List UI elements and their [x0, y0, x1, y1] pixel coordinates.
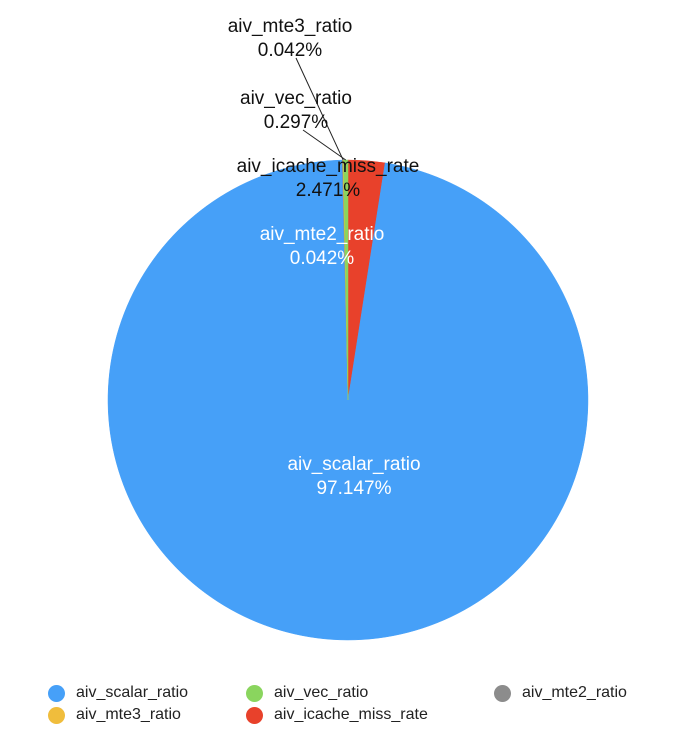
- legend-marker-icon: [246, 706, 263, 724]
- slices-layer: [107, 159, 589, 641]
- slice-percent-label: 0.042%: [290, 248, 355, 269]
- legend-marker-icon: [494, 684, 511, 702]
- legend-item-aiv-vec-ratio[interactable]: aiv_vec_ratio: [246, 682, 368, 704]
- legend-item-aiv-mte3-ratio[interactable]: aiv_mte3_ratio: [48, 704, 181, 726]
- legend-label: aiv_vec_ratio: [274, 684, 369, 701]
- legend-marker-icon: [48, 706, 65, 724]
- leader-line-aiv-vec-ratio: [302, 129, 347, 161]
- leader-lines: [295, 57, 347, 161]
- slice-percent-label: 0.297%: [264, 112, 329, 133]
- legend-marker-icon: [48, 684, 65, 702]
- slice-percent-label: 97.147%: [316, 478, 391, 499]
- slice-name-label: aiv_icache_miss_rate: [237, 156, 420, 177]
- legend-label: aiv_scalar_ratio: [76, 684, 189, 701]
- legend-label: aiv_icache_miss_rate: [274, 706, 428, 723]
- slice-label-aiv-mte2-ratio: aiv_mte2_ratio 0.042%: [260, 224, 385, 269]
- slice-label-aiv-icache-miss-rate: aiv_icache_miss_rate 2.471%: [237, 156, 420, 201]
- legend-item-aiv-scalar-ratio[interactable]: aiv_scalar_ratio: [48, 682, 188, 704]
- slice-label-aiv-mte3-ratio: aiv_mte3_ratio 0.042%: [228, 16, 353, 61]
- legend-item-aiv-mte2-ratio[interactable]: aiv_mte2_ratio: [494, 682, 627, 704]
- slice-labels: aiv_scalar_ratio 97.147% aiv_mte2_ratio 0.0…: [228, 16, 421, 499]
- legend-label: aiv_mte2_ratio: [522, 684, 627, 701]
- slice-name-label: aiv_vec_ratio: [240, 88, 352, 109]
- legend-label: aiv_mte3_ratio: [76, 706, 181, 723]
- pie-slice-aiv-scalar-ratio[interactable]: [107, 159, 589, 641]
- legend: aiv_scalar_ratio aiv_vec_ratio aiv_mte2_…: [48, 680, 668, 730]
- slice-name-label: aiv_scalar_ratio: [287, 454, 420, 475]
- slice-percent-label: 2.471%: [296, 180, 361, 201]
- slice-name-label: aiv_mte3_ratio: [228, 16, 353, 37]
- leader-line-aiv-mte3-ratio: [295, 57, 344, 161]
- slice-label-aiv-vec-ratio: aiv_vec_ratio 0.297%: [240, 88, 352, 133]
- slice-name-label: aiv_mte2_ratio: [260, 224, 385, 245]
- legend-marker-icon: [246, 684, 263, 702]
- legend-item-aiv-icache-miss-rate[interactable]: aiv_icache_miss_rate: [246, 704, 428, 726]
- slice-label-aiv-scalar-ratio: aiv_scalar_ratio 97.147%: [287, 454, 420, 499]
- slice-percent-label: 0.042%: [258, 40, 323, 61]
